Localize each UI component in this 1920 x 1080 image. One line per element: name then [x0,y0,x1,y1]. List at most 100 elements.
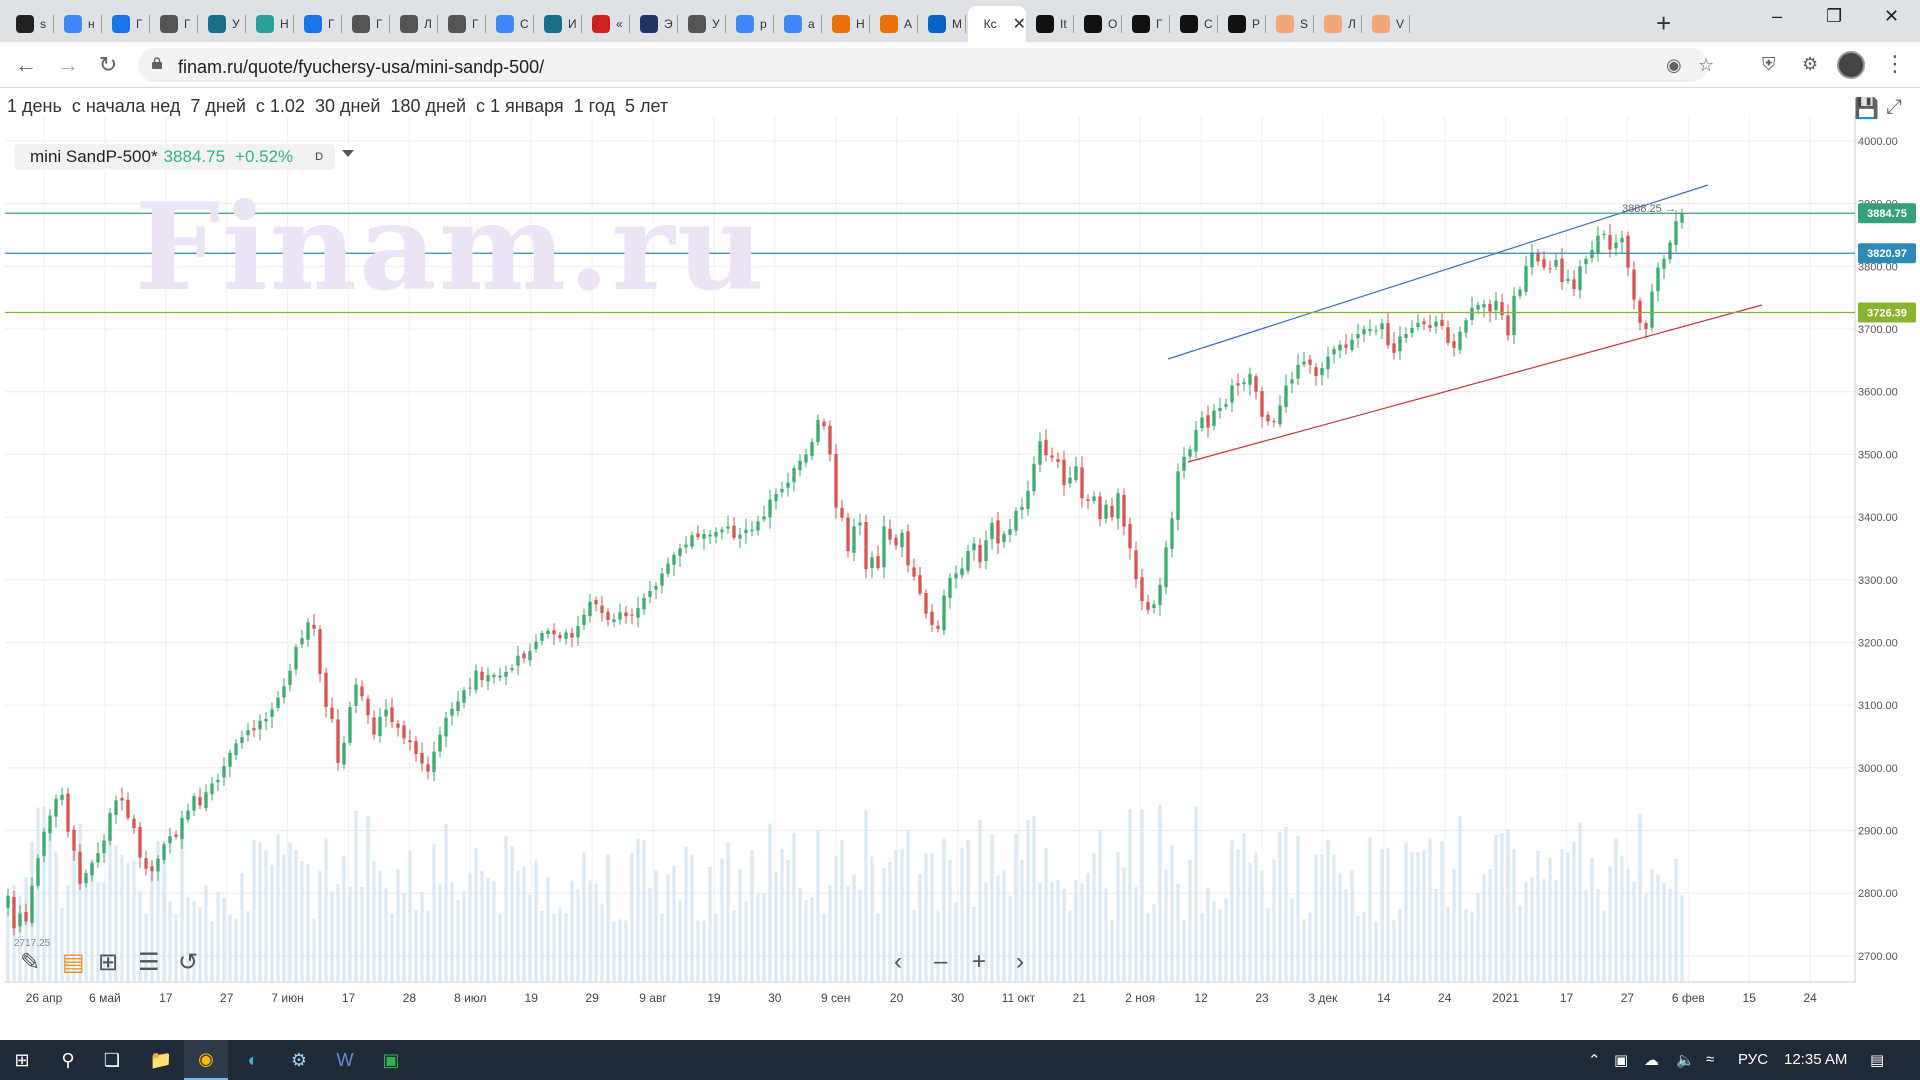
wifi-icon[interactable]: ≈ [1706,1051,1715,1068]
volume-bar [1488,868,1492,982]
fullscreen-icon[interactable]: ⤢ [1886,96,1902,118]
chrome-icon[interactable]: ◉ [184,1040,228,1080]
browser-tab[interactable]: Г [152,6,198,42]
candle-body [912,567,916,577]
volume-bar [564,912,568,982]
volume-bar [834,855,838,982]
shield-extension-icon[interactable]: ⛨ [1762,54,1776,74]
period-option[interactable]: 7 дней [190,96,246,116]
browser-tab[interactable]: Н [824,6,870,42]
notes-icon[interactable]: ▤ [62,949,85,976]
search-icon[interactable]: ⚲ [61,1049,75,1070]
reload-icon[interactable]: ↻ [98,52,118,77]
browser-tab[interactable]: А [872,6,918,42]
channel-upper-line[interactable] [1167,184,1709,360]
browser-tab[interactable]: Л [392,6,438,42]
minimize-icon[interactable]: – [1772,6,1783,26]
legend-dropdown-icon[interactable] [342,150,354,157]
volume-bar [654,870,658,982]
legend-interval[interactable]: D [315,151,324,163]
volume-bar [726,842,730,982]
steam-icon[interactable]: ⚙ [290,1049,308,1070]
volume-bar [600,903,604,982]
price-chart[interactable]: 4000.003900.003800.003700.003600.003500.… [0,116,1920,1016]
candle-body [984,540,988,561]
channel-lower-line[interactable] [1187,304,1763,463]
browser-tab[interactable]: Л [1316,6,1362,42]
period-option[interactable]: 1 год [573,96,615,116]
browser-tab[interactable]: Г [1124,6,1170,42]
clock[interactable]: 12:35 AM [1784,1051,1848,1068]
start-icon[interactable]: ⊞ [14,1049,30,1070]
browser-tab[interactable]: « [584,6,630,42]
url-text[interactable]: finam.ru/quote/fyuchersy-usa/mini-sandp-… [178,57,545,77]
address-bar[interactable]: finam.ru/quote/fyuchersy-usa/mini-sandp-… [138,48,1714,82]
extensions-icon[interactable]: ⚙ [1802,54,1819,74]
volume-bar [888,862,892,982]
zoom-in-icon[interactable]: + [972,948,987,975]
period-option[interactable]: 30 дней [314,96,381,116]
browser-tab[interactable]: Г [344,6,390,42]
candle-body [438,734,442,752]
scroll-right-icon[interactable]: › [1016,948,1024,975]
period-option[interactable]: с начала нед [71,96,181,116]
browser-tab[interactable]: И [536,6,582,42]
browser-tab[interactable]: С [488,6,534,42]
word-icon[interactable]: W [336,1049,354,1070]
browser-tab[interactable]: а [776,6,822,42]
battery-icon[interactable]: ▣ [1614,1052,1629,1069]
browser-tab[interactable]: Г [104,6,150,42]
browser-tab[interactable]: У [200,6,246,42]
browser-tab[interactable]: р [728,6,774,42]
browser-tab[interactable]: Кс ✕ [968,6,1026,42]
scroll-left-icon[interactable]: ‹ [894,948,902,975]
forward-icon[interactable]: → [57,52,79,77]
tab-separator [53,15,54,33]
task-view-icon[interactable]: ❏ [103,1049,121,1070]
browser-tab[interactable]: S [1268,6,1314,42]
zoom-out-icon[interactable]: – [934,948,948,975]
close-window-icon[interactable]: ✕ [1884,6,1900,26]
save-icon[interactable]: 💾 [1854,98,1879,120]
new-tab-button[interactable]: + [1656,8,1672,38]
period-option[interactable]: с 1 января [476,96,564,116]
tray-expand-icon[interactable]: ⌃ [1588,1052,1601,1069]
browser-tab[interactable]: У [680,6,726,42]
language-indicator[interactable]: РУС [1738,1051,1769,1068]
notifications-icon[interactable]: ▤ [1870,1052,1885,1069]
period-option[interactable]: 180 дней [390,96,467,116]
browser-tab[interactable]: V [1364,6,1410,42]
period-option[interactable]: с 1.02 [255,96,305,116]
browser-tab[interactable]: О [1076,6,1122,42]
browser-tab[interactable]: н [56,6,102,42]
close-tab-icon[interactable]: ✕ [1012,16,1026,33]
period-option[interactable]: 1 день [7,96,62,116]
volume-icon[interactable]: 🔈 [1676,1052,1695,1069]
period-option[interactable]: 5 лет [624,96,669,116]
browser-tab[interactable]: Н [248,6,294,42]
green-app-icon[interactable]: ▣ [382,1049,400,1070]
volume-bar [528,895,532,982]
cloud-icon[interactable]: ☁ [1644,1052,1659,1069]
candle-body [930,611,934,625]
browser-tab[interactable]: It [1028,6,1074,42]
browser-tab[interactable]: Э [632,6,678,42]
menu-icon[interactable]: ⋮ [1884,51,1906,76]
browser-tab[interactable]: Р [1220,6,1266,42]
profile-avatar[interactable] [1837,51,1865,79]
browser-tab[interactable]: М [920,6,966,42]
file-explorer-icon[interactable]: 📁 [149,1049,173,1070]
browser-tab[interactable]: С [1172,6,1218,42]
browser-tab[interactable]: s [8,6,54,42]
eye-off-icon[interactable]: ◉ [1666,55,1682,75]
settings-sliders-icon[interactable]: ☰ [138,949,160,976]
draw-tool-icon[interactable]: ✎ [20,949,41,976]
back-icon[interactable]: ← [15,52,37,77]
browser-tab[interactable]: Г [296,6,342,42]
browser-tab[interactable]: Г [440,6,486,42]
star-icon[interactable]: ☆ [1698,55,1715,75]
add-indicator-icon[interactable]: ⊞ [98,949,119,976]
reset-icon[interactable]: ↺ [178,949,199,976]
edge-icon[interactable]: ◐ [247,1049,259,1070]
maximize-icon[interactable]: ❐ [1826,6,1843,26]
